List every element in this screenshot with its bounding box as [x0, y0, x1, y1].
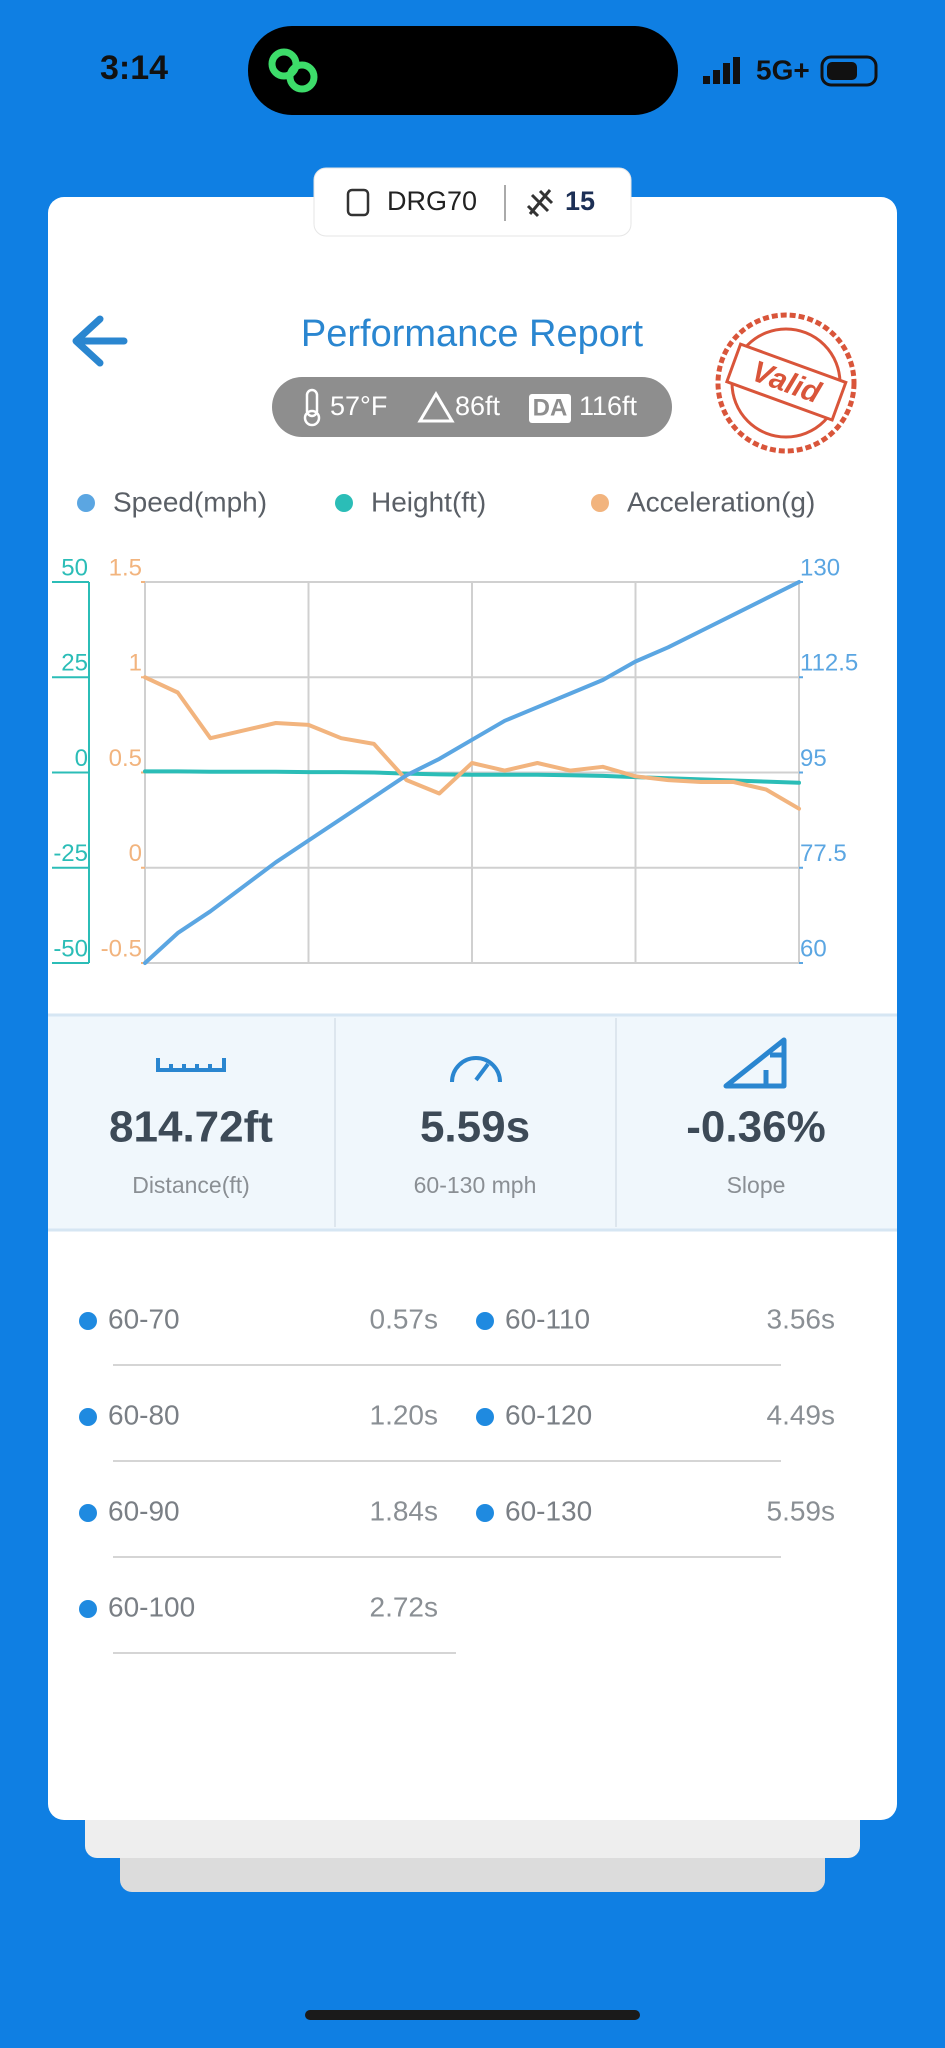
- split-times: 60-70 0.57s 60-80 1.20s 60-90 1.84s 60-100 2.72…: [79, 1303, 836, 1654]
- split-dot: [79, 1408, 97, 1426]
- dynamic-island: [248, 26, 678, 115]
- legend-dot: [335, 494, 353, 512]
- split-dot: [476, 1312, 494, 1330]
- series-line: [143, 675, 801, 811]
- y3-tick-label: 95: [800, 745, 827, 772]
- y2-tick-label: -0.5: [101, 935, 142, 962]
- y-tick-label: -50: [53, 935, 88, 962]
- legend-dot: [77, 494, 95, 512]
- y-tick-label: -25: [53, 840, 88, 867]
- legend-label: Height(ft): [371, 486, 486, 517]
- valid-stamp: Valid: [715, 312, 857, 454]
- y2-tick-label: 0: [129, 840, 142, 867]
- split-time: 1.20s: [370, 1399, 439, 1430]
- gauge-icon: [450, 1056, 502, 1083]
- mountain-icon: [417, 391, 455, 423]
- time: 3:14: [100, 49, 168, 87]
- series-line: [143, 769, 801, 785]
- split-time: 4.49s: [767, 1399, 836, 1430]
- y-tick-label: 0: [75, 745, 88, 772]
- split-time: 2.72s: [370, 1591, 439, 1622]
- chart: Speed(mph) Height(ft) Acceleration(g) -50 -2…: [52, 486, 858, 965]
- summary-label: Slope: [727, 1172, 786, 1198]
- summary-value: 5.59s: [420, 1103, 530, 1152]
- y2-tick-label: 1.5: [109, 554, 142, 581]
- device-icon: [346, 188, 370, 217]
- split-range: 60-90: [108, 1495, 180, 1526]
- split-range: 60-120: [505, 1399, 592, 1430]
- split-time: 5.59s: [767, 1495, 836, 1526]
- split-range: 60-130: [505, 1495, 592, 1526]
- summary-value: -0.36%: [686, 1103, 825, 1152]
- y-tick-label: 25: [61, 650, 88, 677]
- device-tag[interactable]: [313, 167, 632, 237]
- back-button[interactable]: [72, 315, 128, 367]
- signal: [703, 57, 740, 84]
- legend-dot: [591, 494, 609, 512]
- summary-band: [48, 1015, 897, 1230]
- split-time: 3.56s: [767, 1303, 836, 1334]
- report-card: [48, 197, 897, 1820]
- summary-label: 60-130 mph: [414, 1172, 537, 1198]
- summary-value: 814.72ft: [109, 1103, 273, 1152]
- split-dot: [476, 1504, 494, 1522]
- legend-label: Acceleration(g): [627, 486, 815, 517]
- satellite-icon: [526, 189, 554, 218]
- home-indicator: [305, 2010, 640, 2020]
- split-dot: [79, 1504, 97, 1522]
- y3-tick-label: 77.5: [800, 840, 847, 867]
- y-tick-label: 50: [61, 554, 88, 581]
- split-time: 0.57s: [370, 1303, 439, 1334]
- da-badge: [529, 394, 571, 423]
- temperature: 57°F: [330, 391, 387, 421]
- split-time: 1.84s: [370, 1495, 439, 1526]
- split-range: 60-80: [108, 1399, 180, 1430]
- altitude: 86ft: [455, 391, 501, 421]
- split-dot: [79, 1600, 97, 1618]
- battery-level: [827, 62, 857, 80]
- battery: [820, 55, 878, 87]
- y3-tick-label: 60: [800, 935, 827, 962]
- split-dot: [79, 1312, 97, 1330]
- da-label: DA: [533, 394, 568, 421]
- ruler-icon: [156, 1058, 226, 1072]
- legend-label: Speed(mph): [113, 486, 267, 517]
- device-name: DRG70: [387, 186, 477, 216]
- thermometer-icon: [303, 388, 321, 427]
- network: 5G+: [756, 54, 810, 85]
- split-range: 60-110: [505, 1303, 590, 1334]
- app-icon: [268, 48, 318, 93]
- split-range: 60-70: [108, 1303, 180, 1334]
- conditions-pill: [272, 377, 672, 437]
- density-altitude: 116ft: [579, 391, 638, 421]
- device-count: 15: [565, 186, 595, 216]
- summary-label: Distance(ft): [132, 1172, 250, 1198]
- y3-tick-label: 130: [800, 554, 840, 581]
- y3-tick-label: 112.5: [800, 650, 858, 677]
- y2-tick-label: 1: [129, 650, 142, 677]
- slope-icon: [723, 1037, 787, 1089]
- summary: 814.72ft Distance(ft) 5.59s 60-130 mph -0.36…: [109, 1103, 826, 1198]
- split-range: 60-100: [108, 1591, 195, 1622]
- split-dot: [476, 1408, 494, 1426]
- y2-tick-label: 0.5: [109, 745, 142, 772]
- page-title: Performance Report: [301, 313, 644, 355]
- series-line: [143, 580, 801, 965]
